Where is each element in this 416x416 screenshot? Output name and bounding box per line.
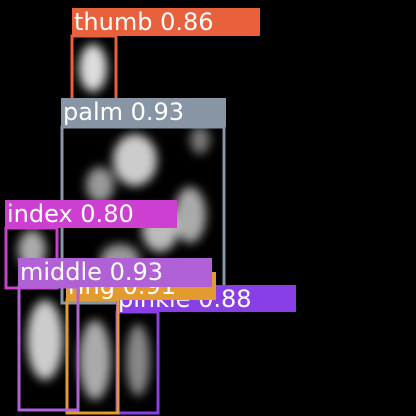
label-background	[61, 98, 226, 127]
label-background	[5, 200, 177, 228]
detection-label: middle 0.93	[20, 258, 163, 286]
detection-label: thumb 0.86	[74, 8, 214, 36]
label-background	[18, 258, 212, 287]
detection-label: palm 0.93	[63, 98, 184, 126]
label-background	[72, 8, 260, 36]
detection-label: index 0.80	[7, 200, 134, 228]
